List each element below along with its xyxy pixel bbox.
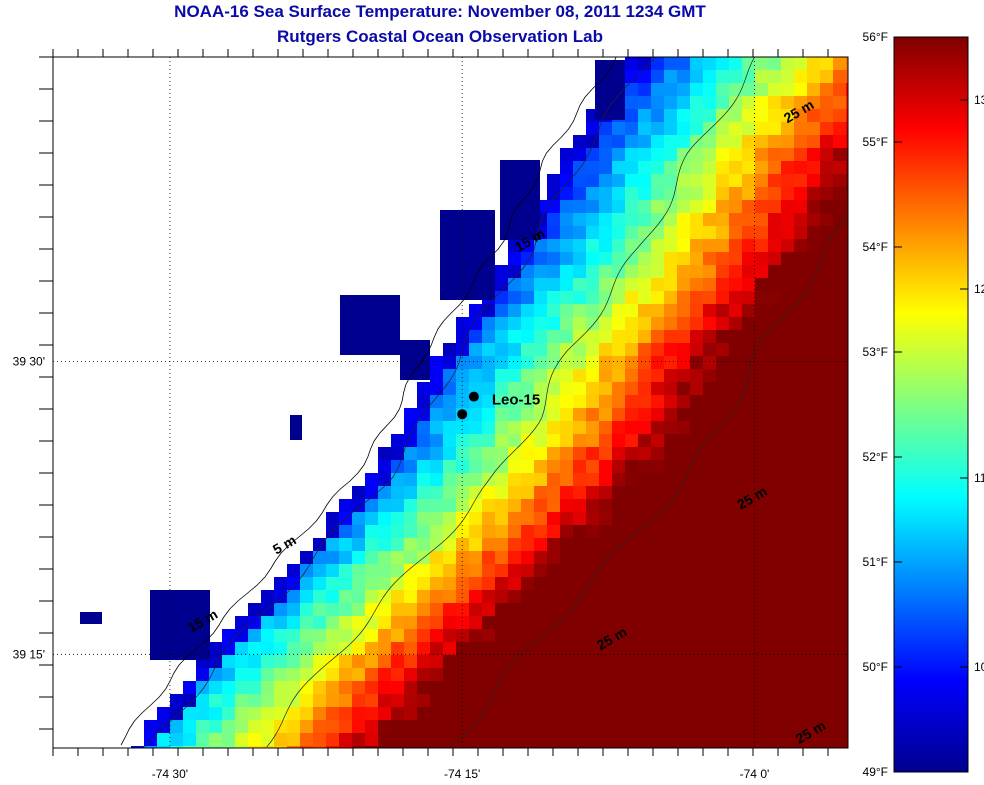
contour-line-5m — [144, 57, 656, 748]
colorbar-c-label: 12°C — [974, 282, 984, 296]
page-subtitle: Rutgers Coastal Ocean Observation Lab — [277, 27, 603, 46]
colorbar-f-label: 55°F — [863, 135, 888, 149]
colorbar-f-label: 50°F — [863, 660, 888, 674]
page-title: NOAA-16 Sea Surface Temperature: Novembe… — [174, 2, 706, 21]
lon-tick-label: -74 15' — [444, 767, 480, 781]
colorbar-f-label: 54°F — [863, 240, 888, 254]
colorbar-f-label: 56°F — [863, 30, 888, 44]
colorbar-c-label: 13°C — [974, 93, 984, 107]
colorbar-f-label: 53°F — [863, 345, 888, 359]
colorbar-f-label: 49°F — [863, 765, 888, 779]
colorbar-c-label: 10°C — [974, 660, 984, 674]
plot-frame — [52, 56, 849, 749]
colorbar-f-label: 51°F — [863, 555, 888, 569]
station-marker-2 — [457, 409, 468, 420]
colorbar-f-label: 52°F — [863, 450, 888, 464]
contour-line-25m — [450, 214, 848, 748]
contour-line-15m — [266, 57, 755, 748]
colorbar — [893, 36, 969, 773]
lat-tick-label: 39 30' — [13, 355, 45, 369]
sst-field — [53, 57, 848, 748]
station-marker — [468, 391, 479, 402]
station-label: Leo-15 — [492, 392, 540, 409]
lat-tick-label: 39 15' — [13, 647, 45, 661]
lon-tick-label: -74 30' — [152, 767, 188, 781]
coastline — [120, 57, 617, 746]
lon-tick-label: -74 0' — [740, 767, 770, 781]
colorbar-c-label: 11°C — [974, 471, 984, 485]
